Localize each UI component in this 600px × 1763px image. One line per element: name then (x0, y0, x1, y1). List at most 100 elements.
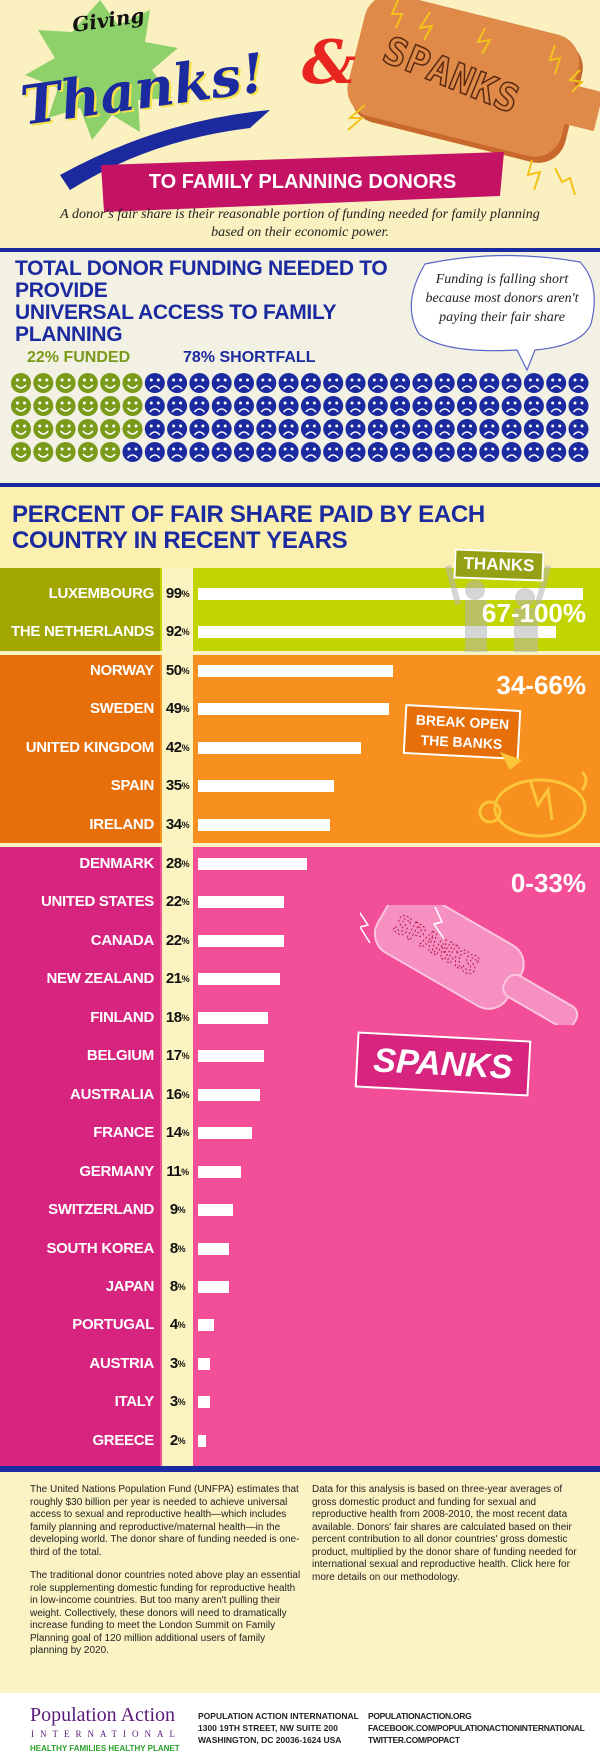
bar (198, 1088, 261, 1101)
value-label: 9% (169, 1201, 186, 1219)
sad-face-icon (345, 442, 366, 462)
smiley-face-icon (100, 419, 121, 439)
smiley-face-icon (122, 373, 143, 393)
country-label: CANADA (90, 931, 155, 949)
sad-face-icon (457, 373, 477, 393)
sad-face-icon (300, 396, 321, 416)
smiley-face-icon (77, 419, 98, 439)
smiley-face-icon (122, 419, 143, 439)
funding-title: TOTAL DONOR FUNDING NEEDED TO PROVIDE UN… (15, 258, 401, 346)
sad-face-icon (278, 396, 299, 416)
label-column (0, 655, 160, 843)
sad-face-icon (300, 419, 321, 439)
sad-face-icon (300, 373, 321, 393)
logo-name: Population Action (30, 1704, 175, 1726)
sad-face-icon (434, 396, 455, 416)
sad-face-icon (546, 419, 567, 439)
sad-face-icon (144, 396, 165, 416)
country-label: GERMANY (79, 1162, 154, 1180)
smiley-face-icon (33, 419, 54, 439)
sad-face-icon (167, 419, 188, 439)
address: POPULATION ACTION INTERNATIONAL 1300 19T… (198, 1711, 359, 1745)
notes-right-p1[interactable]: Data for this analysis is based on three… (312, 1484, 577, 1583)
banner-text: TO FAMILY PLANNING DONORS (148, 171, 457, 193)
smiley-face-icon (122, 396, 143, 416)
sad-face-icon (412, 442, 433, 462)
smiley-face-icon (100, 442, 121, 462)
spanks-tag: SPANKS (354, 1031, 532, 1097)
sad-face-icon (211, 396, 232, 416)
facebook-link[interactable]: FACEBOOK.COM/POPULATIONACTIONINTERNATION… (368, 1723, 585, 1733)
bar (198, 703, 389, 716)
bar (198, 1357, 210, 1370)
header: Giving Thanks! & SPANKS TO FAMILY PLANNI… (0, 0, 600, 248)
value-label: 22% (165, 931, 190, 949)
sad-face-icon (367, 419, 388, 439)
sad-face-icon (523, 442, 544, 462)
bar (198, 1204, 233, 1217)
bar (198, 1050, 265, 1063)
smiley-face-icon (100, 396, 121, 416)
sad-face-icon (122, 442, 143, 462)
sad-face-icon (144, 373, 165, 393)
paddle-icon (347, 0, 600, 163)
value-label: 3% (169, 1393, 186, 1411)
smiley-face-icon (11, 419, 31, 439)
face-grid (11, 373, 589, 462)
sad-face-icon (323, 396, 344, 416)
country-label: DENMARK (79, 855, 154, 872)
smiley-face-icon (11, 442, 31, 462)
sad-face-icon (367, 396, 388, 416)
country-label: AUSTRIA (89, 1354, 154, 1372)
sad-face-icon (167, 442, 188, 462)
bar (198, 973, 280, 986)
percent-column (162, 655, 193, 843)
value-label: 50% (165, 662, 190, 679)
notes-right: Data for this analysis is based on three… (312, 1484, 584, 1584)
value-label: 17% (165, 1047, 190, 1065)
sad-face-icon (345, 419, 366, 439)
value-label: 8% (169, 1277, 186, 1295)
shortfall-label: 78% SHORTFALL (183, 349, 316, 366)
sad-face-icon (546, 373, 567, 393)
country-label: ITALY (114, 1393, 155, 1411)
lightning-icon (347, 0, 585, 196)
sad-face-icon (457, 442, 477, 462)
sad-face-icon (390, 373, 411, 393)
divider (0, 248, 600, 253)
sad-face-icon (412, 419, 433, 439)
smiley-face-icon (100, 373, 121, 393)
bar (198, 1242, 230, 1255)
value-label: 34% (165, 815, 190, 833)
sad-face-icon (323, 373, 344, 393)
sad-face-icon (434, 373, 455, 393)
twitter-link[interactable]: TWITTER.COM/POPACT (368, 1735, 460, 1745)
sad-face-icon (234, 442, 254, 462)
funding-title-line2: UNIVERSAL ACCESS TO FAMILY PLANNING (15, 301, 336, 346)
sad-face-icon (256, 419, 277, 439)
sad-face-icon (546, 442, 567, 462)
sad-face-icon (523, 373, 544, 393)
sad-face-icon (479, 419, 500, 439)
sad-face-icon (434, 419, 455, 439)
value-label: 99% (165, 585, 190, 602)
tier-range-high: 67-100% (481, 598, 586, 628)
sad-face-icon (189, 396, 210, 416)
country-label: FRANCE (93, 1124, 154, 1142)
sad-face-icon (390, 396, 411, 416)
sad-face-icon (167, 373, 188, 393)
country-label: SPAIN (110, 777, 155, 795)
sad-face-icon (523, 419, 544, 439)
sad-face-icon (256, 373, 277, 393)
sad-face-icon (189, 419, 210, 439)
banner (101, 152, 504, 212)
funding-title-line1: TOTAL DONOR FUNDING NEEDED TO PROVIDE (15, 257, 388, 302)
sad-face-icon (523, 396, 544, 416)
sad-face-icon (546, 396, 567, 416)
sad-face-icon (501, 419, 522, 439)
website-link[interactable]: POPULATIONACTION.ORG (368, 1711, 472, 1721)
bar (198, 1434, 206, 1447)
country-label: SWITZERLAND (48, 1201, 154, 1219)
sad-face-icon (434, 442, 455, 462)
sad-face-icon (189, 373, 210, 393)
